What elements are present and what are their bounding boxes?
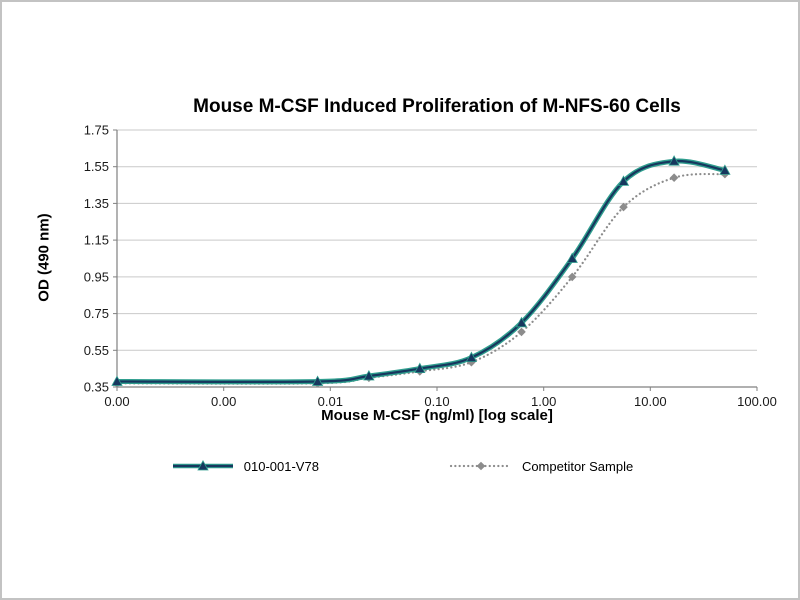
svg-text:1.35: 1.35 bbox=[84, 196, 109, 211]
svg-text:0.00: 0.00 bbox=[104, 394, 129, 409]
series-line-0 bbox=[116, 159, 726, 383]
svg-text:1.55: 1.55 bbox=[84, 159, 109, 174]
svg-text:1.15: 1.15 bbox=[84, 233, 109, 248]
svg-text:1.75: 1.75 bbox=[84, 123, 109, 138]
svg-text:0.75: 0.75 bbox=[84, 306, 109, 321]
legend-swatch-competitor-line-icon bbox=[449, 461, 513, 471]
svg-text:10.00: 10.00 bbox=[634, 394, 667, 409]
axes bbox=[116, 130, 757, 388]
legend-item-competitor: Competitor Sample bbox=[449, 458, 633, 474]
legend-label-product: 010-001-V78 bbox=[243, 458, 319, 474]
svg-text:0.01: 0.01 bbox=[318, 394, 343, 409]
legend: 010-001-V78 Competitor Sample bbox=[2, 458, 798, 474]
svg-text:0.35: 0.35 bbox=[84, 380, 109, 395]
legend-swatch-product-line-icon bbox=[172, 459, 233, 471]
chart-title: Mouse M-CSF Induced Proliferation of M-N… bbox=[193, 96, 681, 117]
y-tick-labels: 0.35 0.55 0.75 0.95 1.15 1.35 1.55 1.75 bbox=[84, 123, 117, 395]
svg-text:100.00: 100.00 bbox=[737, 394, 777, 409]
legend-item-product: 010-001-V78 bbox=[171, 458, 319, 474]
series-line-accent-0 bbox=[114, 158, 728, 385]
svg-text:1.00: 1.00 bbox=[531, 394, 556, 409]
series-line-1 bbox=[115, 172, 726, 385]
svg-text:0.95: 0.95 bbox=[84, 269, 109, 284]
series-markers-1 bbox=[112, 169, 730, 388]
series-markers-0 bbox=[111, 155, 731, 386]
x-tick-labels: 0.00 0.00 0.01 0.10 1.00 10.00 100.00 bbox=[104, 387, 777, 409]
legend-label-competitor: Competitor Sample bbox=[521, 458, 634, 474]
svg-text:0.10: 0.10 bbox=[424, 394, 449, 409]
svg-text:0.00: 0.00 bbox=[211, 394, 236, 409]
svg-text:0.55: 0.55 bbox=[84, 343, 109, 358]
x-axis-title: Mouse M-CSF (ng/ml) [log scale] bbox=[321, 407, 553, 424]
gridlines bbox=[117, 129, 757, 388]
